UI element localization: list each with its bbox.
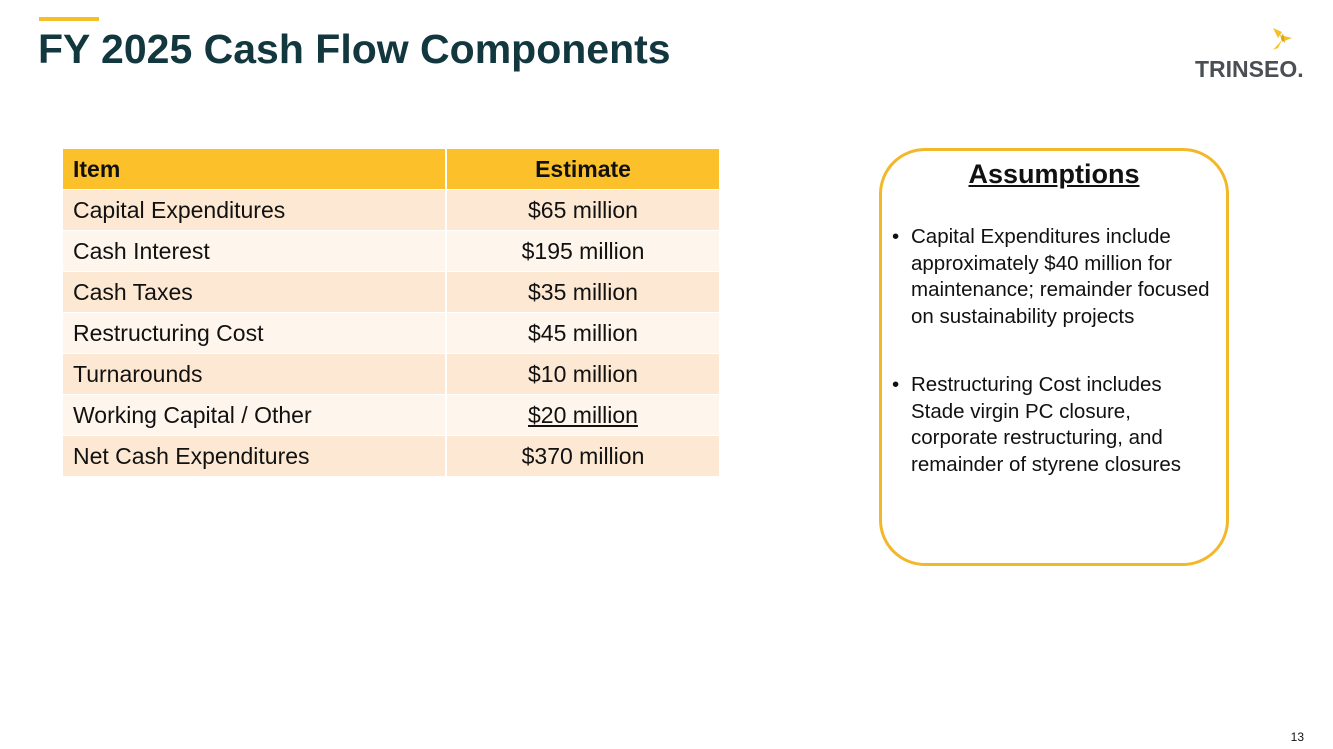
title-accent-line	[39, 17, 99, 21]
table-row: Cash Interest $195 million	[63, 230, 719, 272]
assumptions-box: Assumptions • Capital Expenditures inclu…	[879, 148, 1229, 566]
row-item: Net Cash Expenditures	[63, 435, 447, 477]
row-item: Turnarounds	[63, 353, 447, 395]
row-item: Working Capital / Other	[63, 394, 447, 436]
assumption-text: Capital Expenditures include approximate…	[911, 225, 1210, 328]
cash-flow-table: Item Estimate Capital Expenditures $65 m…	[63, 149, 719, 477]
assumptions-list: • Capital Expenditures include approxima…	[890, 224, 1210, 520]
table-row: Cash Taxes $35 million	[63, 271, 719, 313]
assumptions-title: Assumptions	[968, 159, 1140, 189]
table-row: Restructuring Cost $45 million	[63, 312, 719, 354]
table-row: Turnarounds $10 million	[63, 353, 719, 395]
table-row: Capital Expenditures $65 million	[63, 189, 719, 231]
assumption-item: • Capital Expenditures include approxima…	[890, 224, 1210, 330]
logo-text: TRINSEO.	[1195, 56, 1304, 82]
trinseo-logo-icon	[1273, 28, 1292, 50]
row-estimate: $65 million	[446, 189, 719, 231]
column-header-item: Item	[63, 149, 447, 190]
trinseo-logo: TRINSEO.	[1190, 26, 1305, 82]
row-item: Capital Expenditures	[63, 189, 447, 231]
bullet-icon: •	[892, 373, 900, 396]
assumption-item: • Restructuring Cost includes Stade virg…	[890, 372, 1210, 478]
row-estimate: $10 million	[446, 353, 719, 395]
table-row-total: Net Cash Expenditures $370 million	[63, 435, 719, 477]
column-header-estimate: Estimate	[446, 149, 719, 190]
page-title: FY 2025 Cash Flow Components	[38, 26, 671, 72]
row-estimate: $195 million	[446, 230, 719, 272]
page-number: 13	[1290, 730, 1304, 744]
assumption-text: Restructuring Cost includes Stade virgin…	[911, 373, 1182, 476]
row-estimate-value: $20 million	[528, 401, 638, 428]
bullet-icon: •	[892, 225, 900, 248]
table-row: Working Capital / Other $20 million	[63, 394, 719, 436]
row-estimate: $20 million	[446, 394, 719, 436]
row-item: Restructuring Cost	[63, 312, 447, 354]
table-header-row: Item Estimate	[63, 149, 719, 190]
row-estimate: $35 million	[446, 271, 719, 313]
row-estimate: $45 million	[446, 312, 719, 354]
row-estimate: $370 million	[446, 435, 719, 477]
row-item: Cash Interest	[63, 230, 447, 272]
row-item: Cash Taxes	[63, 271, 447, 313]
